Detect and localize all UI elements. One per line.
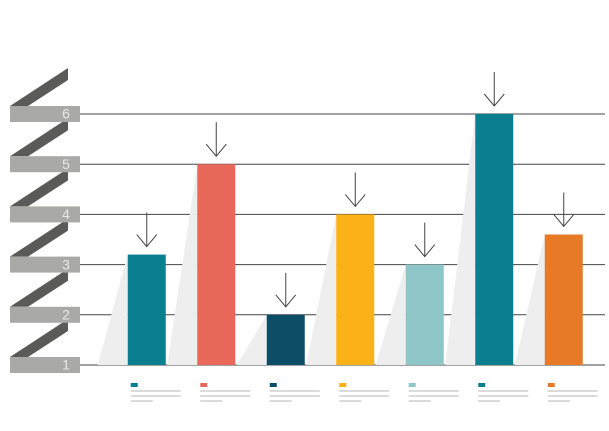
bar-shadow xyxy=(167,164,198,365)
bar-shadow xyxy=(97,254,128,365)
arrow-head xyxy=(275,294,297,308)
arrow-head xyxy=(483,93,505,107)
legend-swatch xyxy=(408,383,416,387)
ribbon-tab xyxy=(10,306,80,323)
bar-shadow xyxy=(375,264,406,365)
bar-shadow xyxy=(445,114,476,365)
y-tick-label: 5 xyxy=(62,156,70,172)
y-tick-label: 3 xyxy=(62,256,70,272)
arrow-head xyxy=(344,194,366,208)
ribbon-tab xyxy=(10,256,80,273)
bar-shadow xyxy=(306,214,337,365)
ribbon-fold xyxy=(10,319,68,357)
y-tick-label: 6 xyxy=(62,106,70,122)
arrow-head xyxy=(553,214,575,228)
legend-swatch xyxy=(130,383,138,387)
ribbon-tab xyxy=(10,106,80,122)
ribbon-fold xyxy=(10,68,68,106)
legend-swatch xyxy=(200,383,208,387)
bar xyxy=(475,114,514,365)
y-tick-label: 2 xyxy=(62,307,70,323)
ribbon-fold xyxy=(10,218,68,257)
arrow-head xyxy=(136,234,158,248)
ribbon-tab xyxy=(10,357,80,373)
ribbon-fold xyxy=(10,168,68,207)
bar xyxy=(197,164,236,365)
bar xyxy=(336,214,375,365)
legend-swatch xyxy=(269,383,277,387)
arrow-head xyxy=(414,244,436,258)
ribbon-tab xyxy=(10,156,80,173)
y-tick-label: 1 xyxy=(62,357,70,373)
bar xyxy=(127,254,166,365)
bar xyxy=(266,314,305,365)
bar xyxy=(544,234,583,365)
legend-swatch xyxy=(478,383,486,387)
y-tick-label: 4 xyxy=(62,206,70,222)
ribbon-tab xyxy=(10,206,80,223)
ribbon-fold xyxy=(10,118,68,157)
legend-swatch xyxy=(339,383,347,387)
legend-swatch xyxy=(547,383,555,387)
bar-shadow xyxy=(514,234,545,365)
bar xyxy=(405,264,444,365)
bar-shadow xyxy=(236,314,267,365)
arrow-head xyxy=(205,143,227,157)
ribbon-fold xyxy=(10,268,68,307)
